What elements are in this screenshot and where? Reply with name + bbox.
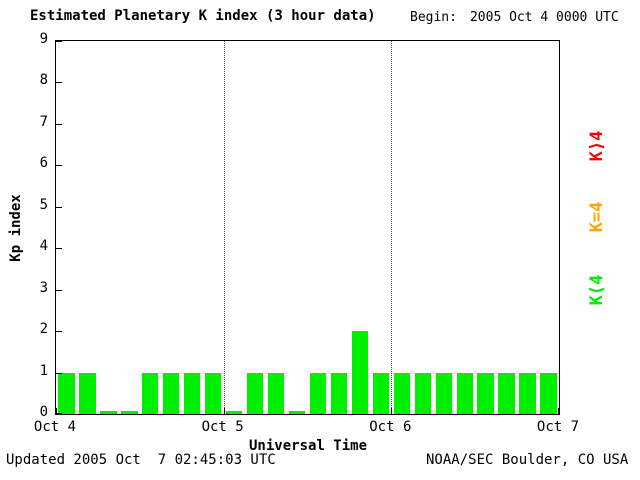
- updated-timestamp: Updated 2005 Oct 7 02:45:03 UTC: [6, 452, 276, 468]
- y-axis-tick: [56, 206, 62, 208]
- plot-area: [55, 40, 560, 415]
- kp-bar-5: [163, 372, 180, 414]
- y-tick-label: 3: [39, 279, 48, 296]
- y-axis-tick: [56, 413, 62, 414]
- kp-bar-7: [205, 372, 222, 414]
- kp-bar-22: [519, 372, 536, 414]
- y-tick-label: 6: [39, 155, 48, 172]
- chart-title: Estimated Planetary K index (3 hour data…: [30, 8, 376, 24]
- x-axis-tick: [391, 408, 393, 414]
- kp-bar-21: [498, 372, 515, 414]
- y-tick-label: 8: [39, 72, 48, 89]
- day-divider-line: [223, 41, 225, 414]
- y-tick-label: 7: [39, 113, 48, 130]
- y-tick-label: 0: [39, 404, 48, 420]
- x-tick-label: Oct 6: [369, 419, 412, 435]
- kp-bar-1: [79, 372, 96, 414]
- x-tick-label: Oct 7: [536, 419, 580, 435]
- x-axis-label: Universal Time: [248, 438, 368, 454]
- begin-value: 2005 Oct 4 0000 UTC: [469, 10, 619, 25]
- kp-bar-19: [456, 372, 473, 414]
- begin-label: Begin:: [410, 10, 457, 25]
- y-axis-tick: [56, 123, 62, 125]
- day-divider-line: [391, 41, 393, 414]
- x-axis-tick: [558, 408, 559, 414]
- y-axis-tick: [56, 82, 62, 84]
- x-tick-label: Oct 4: [33, 419, 77, 435]
- y-axis-tick: [56, 331, 62, 333]
- x-axis-tick: [223, 408, 225, 414]
- y-tick-label: 5: [39, 196, 48, 213]
- y-axis-tick: [56, 165, 62, 167]
- y-tick-label: 1: [39, 362, 48, 379]
- y-axis-tick: [56, 289, 62, 291]
- credit-label: NOAA/SEC Boulder, CO USA: [426, 452, 629, 468]
- kp-bar-8: [225, 411, 243, 414]
- y-axis-label: Kp index: [8, 194, 24, 262]
- y-axis-tick: [56, 41, 62, 42]
- legend-k-lt-4: K⟨4: [587, 274, 607, 306]
- kp-bar-4: [142, 372, 159, 414]
- kp-bar-10: [267, 372, 285, 414]
- kp-bar-9: [246, 372, 264, 414]
- y-axis-tick: [56, 248, 62, 250]
- kp-bar-14: [351, 331, 369, 414]
- kp-bar-3: [121, 411, 138, 414]
- kp-bar-18: [435, 372, 452, 414]
- kp-bar-16: [393, 372, 410, 414]
- kp-bar-0: [58, 372, 75, 414]
- kp-bar-13: [330, 372, 348, 414]
- y-axis-tick: [56, 372, 62, 374]
- y-tick-label: 4: [39, 238, 48, 255]
- kp-bar-6: [184, 372, 201, 414]
- kp-bar-12: [309, 372, 327, 414]
- kp-bar-15: [372, 372, 390, 414]
- legend-k-eq-4: K=4: [587, 201, 607, 233]
- kp-bar-2: [100, 411, 117, 414]
- begin-timestamp: Begin: 2005 Oct 4 0000 UTC: [410, 10, 619, 25]
- legend-k-gt-4: K⟩4: [587, 130, 607, 162]
- kp-bar-17: [414, 372, 431, 414]
- kp-bar-11: [288, 411, 306, 414]
- x-axis-tick: [56, 408, 57, 414]
- kp-bar-20: [477, 372, 494, 414]
- y-tick-label: 9: [39, 31, 48, 47]
- kp-bar-23: [540, 372, 557, 414]
- x-tick-label: Oct 5: [201, 419, 244, 435]
- y-tick-label: 2: [39, 321, 48, 338]
